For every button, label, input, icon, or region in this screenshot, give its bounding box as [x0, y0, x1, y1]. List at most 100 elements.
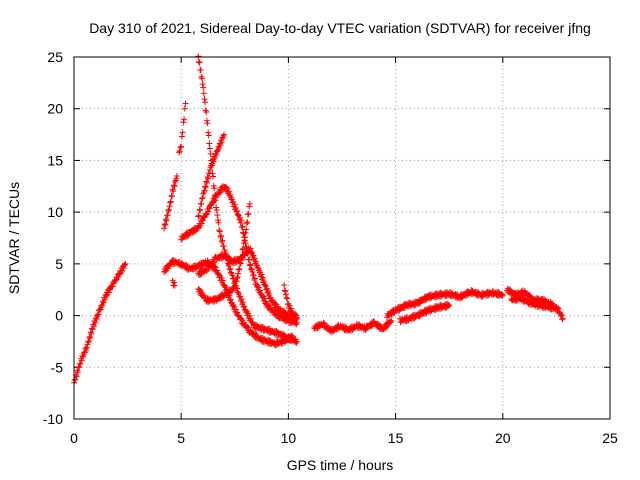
data-point	[178, 133, 185, 140]
data-point	[180, 119, 187, 126]
data-point	[77, 360, 84, 367]
data-point	[173, 175, 180, 182]
data-point	[244, 219, 251, 226]
data-point	[214, 217, 221, 224]
y-tick-label: -10	[43, 411, 63, 427]
data-point	[550, 304, 557, 311]
data-point	[233, 275, 240, 282]
data-point	[235, 266, 242, 273]
data-point	[248, 265, 255, 272]
data-point	[217, 233, 224, 240]
data-point	[416, 313, 423, 320]
data-point	[198, 263, 205, 270]
data-point	[196, 59, 203, 66]
data-point	[173, 172, 180, 179]
data-point	[242, 229, 249, 236]
data-point	[179, 129, 186, 136]
data-point	[201, 187, 208, 194]
x-tick-label: 20	[495, 430, 511, 446]
data-point	[97, 306, 104, 313]
data-point	[284, 295, 291, 302]
data-point	[231, 201, 238, 208]
data-point	[216, 145, 223, 152]
axis-ticks	[73, 56, 611, 420]
data-point	[197, 207, 204, 214]
data-point	[205, 129, 212, 136]
data-point	[251, 255, 258, 262]
data-point	[259, 274, 266, 281]
data-point	[201, 96, 208, 103]
data-point	[448, 289, 455, 296]
data-point	[389, 310, 396, 317]
data-point	[181, 105, 188, 112]
data-point	[184, 233, 191, 240]
data-point	[89, 326, 96, 333]
data-point	[237, 214, 244, 221]
data-point	[204, 120, 211, 127]
data-point	[122, 260, 129, 267]
data-point	[265, 287, 272, 294]
data-point	[293, 319, 300, 326]
data-point	[254, 264, 261, 271]
data-point	[171, 279, 178, 286]
data-point	[197, 67, 204, 74]
data-point	[245, 210, 252, 217]
data-point	[368, 323, 375, 330]
data-point	[342, 323, 349, 330]
data-point	[170, 182, 177, 189]
x-tick-label: 15	[388, 430, 404, 446]
data-point	[240, 240, 247, 247]
data-point	[253, 281, 260, 288]
y-tick-label: 10	[47, 204, 63, 220]
data-point	[226, 266, 233, 273]
data-point	[73, 373, 80, 380]
data-point	[328, 329, 335, 336]
data-point	[292, 311, 299, 318]
data-point	[232, 277, 239, 284]
data-point	[220, 132, 227, 139]
data-point	[240, 319, 247, 326]
data-point	[165, 206, 172, 213]
data-point	[243, 226, 250, 233]
data-point	[198, 200, 205, 207]
series-arc-1	[71, 260, 129, 386]
data-point	[199, 217, 206, 224]
y-tick-label: 25	[47, 49, 63, 65]
data-point	[559, 315, 566, 322]
x-tick-labels: 0 5 10 15 20 25	[70, 430, 618, 446]
data-point	[181, 116, 188, 123]
data-point	[195, 59, 202, 66]
data-point	[227, 265, 234, 272]
data-point	[205, 132, 212, 139]
data-point	[199, 75, 206, 82]
data-point	[217, 142, 224, 149]
data-point	[167, 199, 174, 206]
series-arc-8	[195, 53, 300, 346]
data-point	[549, 305, 556, 312]
y-tick-label: 20	[47, 101, 63, 117]
data-point	[182, 100, 189, 107]
data-point	[195, 53, 202, 60]
data-point	[208, 162, 215, 169]
data-point	[242, 250, 249, 257]
data-point	[387, 319, 394, 326]
data-point	[251, 275, 258, 282]
data-point	[83, 346, 90, 353]
data-point	[238, 253, 245, 260]
data-point	[223, 184, 230, 191]
data-point	[246, 262, 253, 269]
data-point	[208, 157, 215, 164]
data-point	[252, 258, 259, 265]
data-point	[269, 298, 276, 305]
data-point	[255, 284, 262, 291]
data-point	[168, 192, 175, 199]
data-point	[78, 357, 85, 364]
data-point	[520, 295, 527, 302]
data-point	[169, 186, 176, 193]
data-point	[236, 265, 243, 272]
x-tick-label: 10	[281, 430, 297, 446]
data-point	[249, 268, 256, 275]
data-point	[202, 183, 209, 190]
data-point	[95, 311, 102, 318]
data-point	[220, 243, 227, 250]
